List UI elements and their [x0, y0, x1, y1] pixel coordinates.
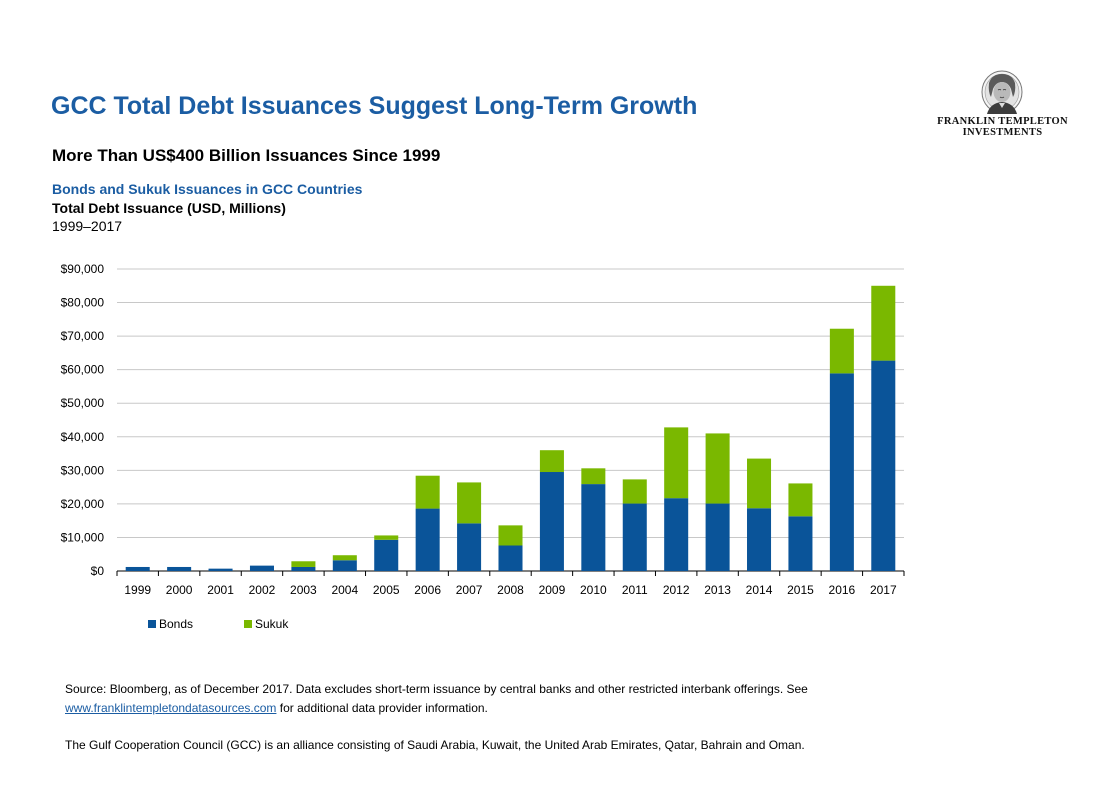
page-title: GCC Total Debt Issuances Suggest Long-Te… [51, 92, 698, 120]
x-tick-label: 2017 [870, 583, 897, 597]
x-tick-label: 2001 [207, 583, 234, 597]
bar-sukuk-2004 [332, 555, 357, 561]
franklin-templeton-logo: FRANKLIN TEMPLETON INVESTMENTS [930, 70, 1075, 140]
bar-bonds-2006 [415, 508, 440, 571]
bar-sukuk-2006 [415, 475, 440, 509]
logo-wordmark-line2: INVESTMENTS [962, 127, 1043, 138]
y-tick-label: $80,000 [61, 296, 105, 310]
source-text-after-link: for additional data provider information… [276, 701, 488, 715]
bar-bonds-2015 [788, 516, 813, 571]
bar-sukuk-2007 [457, 482, 482, 524]
bar-bonds-2003 [291, 566, 316, 571]
bar-bonds-2011 [622, 503, 647, 571]
y-tick-label: $10,000 [61, 530, 105, 544]
bar-bonds-2002 [249, 565, 274, 571]
chart-date-range: 1999–2017 [52, 218, 123, 234]
bar-bonds-2005 [374, 539, 399, 571]
bar-bonds-2010 [581, 484, 606, 571]
bar-sukuk-2017 [871, 285, 896, 361]
x-tick-label: 2000 [166, 583, 193, 597]
bar-sukuk-2011 [622, 479, 647, 504]
x-tick-label: 2009 [539, 583, 566, 597]
bar-bonds-2013 [705, 503, 730, 571]
data-sources-link[interactable]: www.franklintempletondatasources.com [65, 701, 277, 715]
bar-sukuk-2003 [291, 561, 316, 567]
x-tick-label: 2013 [704, 583, 731, 597]
y-tick-label: $50,000 [61, 396, 105, 410]
x-tick-label: 2012 [663, 583, 690, 597]
x-tick-label: 2004 [331, 583, 358, 597]
logo-wordmark-line1: FRANKLIN TEMPLETON [937, 116, 1068, 127]
bar-sukuk-2016 [829, 328, 854, 374]
x-tick-label: 2015 [787, 583, 814, 597]
gcc-definition-footnote: The Gulf Cooperation Council (GCC) is an… [65, 738, 805, 752]
y-tick-label: $60,000 [61, 363, 105, 377]
bar-bonds-2000 [167, 566, 192, 571]
bar-sukuk-2009 [539, 450, 564, 473]
y-tick-label: $20,000 [61, 497, 105, 511]
x-tick-label: 2003 [290, 583, 317, 597]
legend-swatch-sukuk [244, 620, 252, 628]
y-tick-label: $30,000 [61, 463, 105, 477]
bar-bonds-2004 [332, 560, 357, 571]
x-tick-label: 2014 [746, 583, 773, 597]
chart-heading: Bonds and Sukuk Issuances in GCC Countri… [52, 181, 363, 197]
bar-sukuk-2010 [581, 468, 606, 485]
x-tick-label: 2006 [414, 583, 441, 597]
x-tick-label: 2016 [829, 583, 856, 597]
source-footnote: Source: Bloomberg, as of December 2017. … [65, 680, 895, 718]
bar-sukuk-2013 [705, 433, 730, 504]
x-tick-label: 2007 [456, 583, 483, 597]
y-tick-label: $0 [91, 564, 105, 578]
x-tick-label: 2008 [497, 583, 524, 597]
x-tick-label: 2010 [580, 583, 607, 597]
bar-bonds-2012 [664, 498, 689, 571]
x-tick-label: 2011 [622, 583, 648, 597]
bar-sukuk-2014 [747, 458, 772, 509]
x-tick-label: 2002 [249, 583, 276, 597]
benjamin-franklin-portrait-icon [981, 70, 1023, 114]
chart-unit-label: Total Debt Issuance (USD, Millions) [52, 200, 286, 216]
bar-sukuk-2015 [788, 483, 813, 517]
bar-sukuk-2008 [498, 525, 523, 546]
bar-bonds-2008 [498, 545, 523, 571]
bar-bonds-2007 [457, 523, 482, 571]
bar-bonds-2014 [747, 508, 772, 571]
x-tick-label: 1999 [124, 583, 151, 597]
stacked-bar-chart: $0 $10,000 $20,000 $30,000 $40,000 $50,000 $60… [61, 262, 905, 631]
y-tick-label: $70,000 [61, 329, 105, 343]
bar-bonds-1999 [125, 566, 150, 571]
legend-label-bonds: Bonds [159, 617, 193, 631]
page-subtitle: More Than US$400 Billion Issuances Since… [52, 146, 441, 165]
bar-bonds-2017 [871, 360, 896, 571]
bar-bonds-2016 [829, 373, 854, 571]
y-tick-label: $40,000 [61, 430, 105, 444]
bar-sukuk-2012 [664, 427, 689, 499]
legend-label-sukuk: Sukuk [255, 617, 289, 631]
y-tick-label: $90,000 [61, 262, 105, 276]
bar-bonds-2009 [539, 472, 564, 571]
bar-bonds-2001 [208, 568, 233, 571]
legend-swatch-bonds [148, 620, 156, 628]
x-tick-label: 2005 [373, 583, 400, 597]
source-text: Source: Bloomberg, as of December 2017. … [65, 682, 808, 696]
bar-sukuk-2005 [374, 535, 399, 540]
